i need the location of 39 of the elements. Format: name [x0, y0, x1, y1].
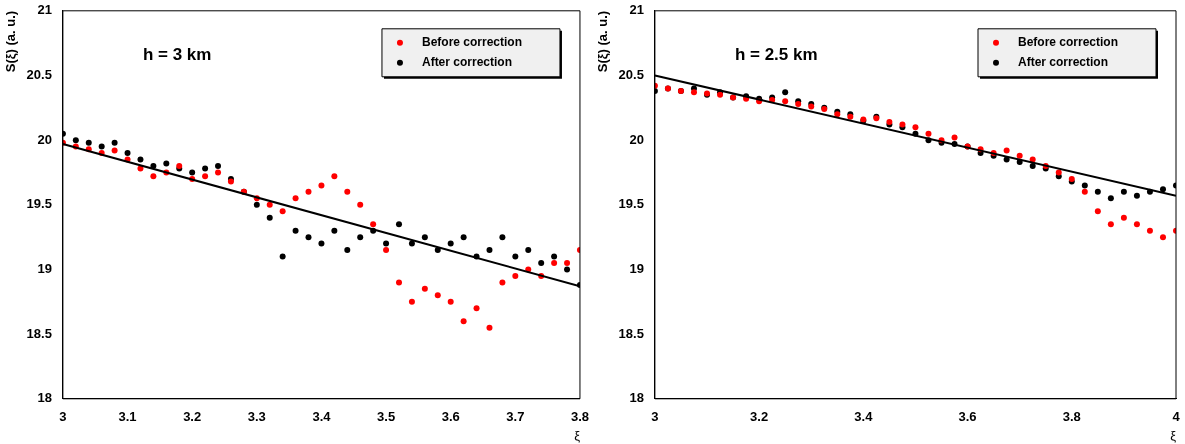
y-axis-title: S(ξ) (a. u.)	[595, 10, 611, 73]
y-tick-label: 18.5	[618, 325, 644, 341]
y-tick-label: 20.5	[26, 67, 52, 83]
y-tick-label: 18	[629, 390, 644, 406]
x-tick-label: 3.7	[506, 409, 525, 425]
legend-label: After correction	[421, 55, 512, 70]
x-axis-title: ξ	[1170, 427, 1177, 443]
x-tick-label: 3	[59, 409, 67, 425]
x-tick-label: 3.2	[183, 409, 202, 425]
y-tick-label: 19	[629, 261, 644, 277]
x-tick-label: 3.8	[570, 409, 589, 425]
x-tick-label: 3.1	[118, 409, 137, 425]
x-tick-label: 3.8	[1062, 409, 1081, 425]
y-axis-title: S(ξ) (a. u.)	[3, 10, 19, 73]
y-tick-label: 18.5	[26, 325, 52, 341]
x-tick-label: 3	[651, 409, 659, 425]
annotation: h = 2.5 km	[734, 45, 818, 65]
x-tick-label: 4	[1172, 409, 1181, 425]
y-tick-label: 20	[629, 131, 644, 147]
x-tick-label: 3.6	[958, 409, 977, 425]
legend-label: Before correction	[421, 35, 522, 50]
y-tick-label: 20.5	[618, 67, 644, 83]
x-tick-label: 3.5	[377, 409, 396, 425]
y-tick-label: 21	[37, 2, 52, 18]
x-tick-label: 3.6	[441, 409, 460, 425]
legend-label: Before correction	[1018, 35, 1119, 50]
x-tick-label: 3.3	[247, 409, 266, 425]
y-tick-label: 20	[37, 131, 52, 147]
y-tick-label: 19	[37, 261, 52, 277]
annotation: h = 3 km	[142, 45, 212, 65]
y-tick-label: 19.5	[618, 196, 644, 212]
y-tick-label: 18	[37, 390, 52, 406]
x-tick-label: 3.4	[854, 409, 874, 425]
x-axis-title: ξ	[574, 427, 581, 443]
legend-label: After correction	[1018, 55, 1109, 70]
x-tick-label: 3.2	[750, 409, 769, 425]
y-tick-label: 21	[629, 2, 644, 18]
x-tick-label: 3.4	[312, 409, 332, 425]
y-tick-label: 19.5	[26, 196, 52, 212]
